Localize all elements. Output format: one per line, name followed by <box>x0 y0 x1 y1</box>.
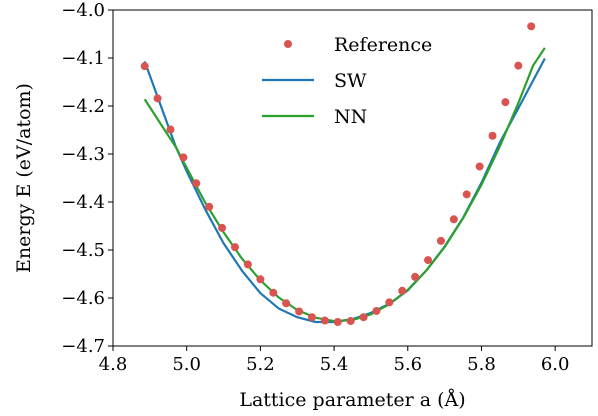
legend-label-sw: SW <box>334 70 367 92</box>
x-tick-label: 5.0 <box>172 354 201 375</box>
data-point-reference <box>179 153 188 162</box>
data-point-reference <box>527 22 536 31</box>
plot-frame <box>112 9 593 347</box>
x-tick-label: 5.2 <box>246 354 275 375</box>
data-point-reference <box>153 94 162 103</box>
data-point-reference <box>411 272 420 281</box>
data-point-reference <box>436 236 445 245</box>
data-point-reference <box>488 131 497 140</box>
data-point-reference <box>385 298 394 307</box>
x-axis: 4.8 5.0 5.2 5.4 5.6 5.8 6.0 <box>99 346 570 375</box>
x-tick-label: 6.0 <box>541 354 570 375</box>
y-tick-label: −4.3 <box>61 144 105 165</box>
y-tick-label: −4.7 <box>61 336 105 357</box>
data-point-reference <box>295 307 304 316</box>
data-point-reference <box>192 179 201 188</box>
y-tick-label: −4.0 <box>61 0 105 21</box>
data-point-reference <box>372 306 381 315</box>
data-point-reference <box>462 190 471 199</box>
data-point-reference <box>333 318 342 326</box>
data-point-reference <box>282 299 291 308</box>
y-tick-label: −4.6 <box>61 288 105 309</box>
x-tick-label: 5.4 <box>320 354 349 375</box>
legend-marker-reference <box>284 40 292 48</box>
data-point-reference <box>449 215 458 224</box>
data-point-reference <box>475 162 484 171</box>
data-point-reference <box>243 260 252 269</box>
y-tick-label: −4.5 <box>61 240 105 261</box>
plot-area <box>140 22 546 326</box>
data-point-reference <box>140 62 149 71</box>
y-tick-label: −4.4 <box>61 192 105 213</box>
data-point-reference <box>256 275 265 284</box>
data-point-reference <box>501 98 510 107</box>
data-point-reference <box>205 202 214 211</box>
series-line-sw <box>143 57 546 324</box>
series-line-nn <box>143 47 546 323</box>
legend-label-nn: NN <box>334 106 367 128</box>
data-point-reference <box>320 316 329 325</box>
data-point-reference <box>230 243 239 252</box>
data-point-reference <box>166 125 175 134</box>
data-point-reference <box>514 61 523 70</box>
y-tick-label: −4.1 <box>61 48 105 69</box>
data-point-reference <box>269 288 278 297</box>
legend: Reference SW NN <box>262 34 432 128</box>
data-point-reference <box>346 317 355 326</box>
data-point-reference <box>307 313 316 322</box>
data-point-reference <box>218 223 227 232</box>
x-tick-label: 5.6 <box>393 354 422 375</box>
data-point-reference <box>359 313 368 322</box>
x-axis-label: Lattice parameter a (Å) <box>239 389 465 411</box>
y-axis: −4.0 −4.1 −4.2 −4.3 −4.4 −4.5 −4.6 −4.7 <box>61 0 113 357</box>
y-tick-label: −4.2 <box>61 96 105 117</box>
data-point-reference <box>398 286 407 295</box>
y-axis-label: Energy E (eV/atom) <box>13 83 35 273</box>
x-tick-label: 4.8 <box>99 354 128 375</box>
x-tick-label: 5.8 <box>467 354 496 375</box>
data-point-reference <box>424 256 433 265</box>
legend-label-reference: Reference <box>334 34 432 56</box>
